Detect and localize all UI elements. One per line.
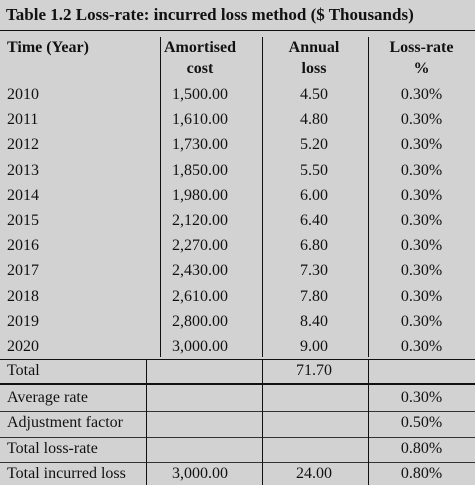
summary-cost: 3,000.00 — [140, 465, 260, 483]
amortised-cost-cell: 1,610.00 — [140, 111, 260, 129]
loss-rate-cell: 0.30% — [368, 288, 475, 306]
summary-column-rule-1 — [146, 359, 147, 485]
summary-row-rule — [0, 462, 475, 463]
loss-rate-cell: 0.30% — [368, 338, 475, 356]
loss-rate-cell: 0.30% — [368, 237, 475, 255]
year-cell: 2011 — [7, 111, 38, 129]
year-cell: 2015 — [7, 212, 39, 230]
loss-rate-cell: 0.30% — [368, 136, 475, 154]
annual-loss-cell: 6.40 — [262, 212, 366, 230]
amortised-cost-cell: 2,610.00 — [140, 288, 260, 306]
header-loss-line1: Annual — [262, 38, 366, 58]
loss-rate-cell: 0.30% — [368, 162, 475, 180]
annual-loss-cell: 6.80 — [262, 237, 366, 255]
annual-loss-cell: 5.50 — [262, 162, 366, 180]
year-cell: 2018 — [7, 288, 39, 306]
year-cell: 2012 — [7, 136, 39, 154]
annual-loss-cell: 6.00 — [262, 187, 366, 205]
annual-loss-cell: 4.50 — [262, 86, 366, 104]
summary-column-rule-3 — [368, 359, 369, 485]
summary-loss: 24.00 — [262, 465, 366, 483]
summary-rate: 0.80% — [368, 465, 475, 483]
annual-loss-cell: 9.00 — [262, 338, 366, 356]
summary-rate: 0.30% — [368, 389, 475, 407]
header-cost-line2: cost — [140, 59, 260, 79]
loss-rate-cell: 0.30% — [368, 313, 475, 331]
amortised-cost-cell: 1,980.00 — [140, 187, 260, 205]
year-cell: 2010 — [7, 86, 39, 104]
summary-label: Total loss-rate — [7, 440, 98, 458]
total-annual-loss: 71.70 — [262, 362, 366, 380]
year-cell: 2014 — [7, 187, 39, 205]
loss-rate-cell: 0.30% — [368, 111, 475, 129]
year-cell: 2013 — [7, 162, 39, 180]
amortised-cost-cell: 2,120.00 — [140, 212, 260, 230]
annual-loss-cell: 4.80 — [262, 111, 366, 129]
annual-loss-cell: 8.40 — [262, 313, 366, 331]
amortised-cost-cell: 3,000.00 — [140, 338, 260, 356]
year-cell: 2020 — [7, 338, 39, 356]
annual-loss-cell: 7.80 — [262, 288, 366, 306]
title-rule — [0, 30, 475, 31]
header-rate-line1: Loss-rate — [368, 38, 475, 58]
annual-loss-cell: 5.20 — [262, 136, 366, 154]
amortised-cost-cell: 2,270.00 — [140, 237, 260, 255]
amortised-cost-cell: 1,500.00 — [140, 86, 260, 104]
summary-row-rule — [0, 437, 475, 438]
year-cell: 2016 — [7, 237, 39, 255]
summary-column-rule-2 — [262, 359, 263, 485]
year-cell: 2017 — [7, 262, 39, 280]
total-top-rule — [0, 359, 475, 360]
loss-rate-cell: 0.30% — [368, 187, 475, 205]
table-title: Table 1.2 Loss-rate: incurred loss metho… — [6, 5, 414, 25]
loss-rate-cell: 0.30% — [368, 86, 475, 104]
summary-label: Adjustment factor — [7, 414, 123, 432]
summary-row-rule — [0, 411, 475, 412]
header-time: Time (Year) — [7, 38, 89, 58]
summary-rate: 0.80% — [368, 440, 475, 458]
amortised-cost-cell: 2,430.00 — [140, 262, 260, 280]
loss-rate-cell: 0.30% — [368, 262, 475, 280]
header-rate-line2: % — [368, 59, 475, 79]
summary-label: Total incurred loss — [7, 465, 126, 483]
loss-rate-cell: 0.30% — [368, 212, 475, 230]
summary-rate: 0.50% — [368, 414, 475, 432]
amortised-cost-cell: 2,800.00 — [140, 313, 260, 331]
summary-label: Average rate — [7, 389, 88, 407]
amortised-cost-cell: 1,730.00 — [140, 136, 260, 154]
total-bottom-rule — [0, 383, 475, 385]
header-loss-line2: loss — [262, 59, 366, 79]
year-cell: 2019 — [7, 313, 39, 331]
total-label: Total — [7, 362, 40, 380]
header-cost-line1: Amortised — [140, 38, 260, 58]
annual-loss-cell: 7.30 — [262, 262, 366, 280]
amortised-cost-cell: 1,850.00 — [140, 162, 260, 180]
